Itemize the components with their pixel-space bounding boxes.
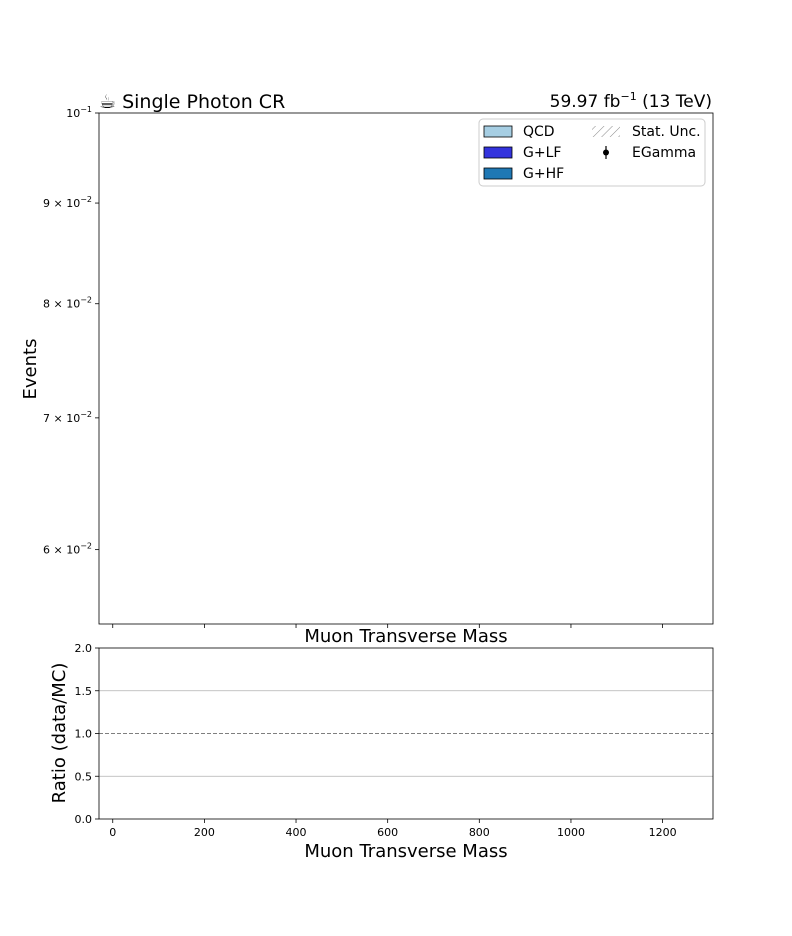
ratio-x-tick-label: 600 bbox=[377, 826, 398, 839]
main-y-ticks: 10−1 9 × 10−2 8 × 10−2 7 × 10−2 6 × 10−2 bbox=[43, 105, 99, 557]
ratio-x-ticks: 0 200 400 600 800 1000 1200 bbox=[109, 819, 677, 839]
legend-swatch-stat-unc bbox=[592, 126, 620, 137]
chart-title: ☕ Single Photon CR bbox=[99, 91, 285, 113]
ratio-x-tick-label: 1000 bbox=[557, 826, 585, 839]
ratio-panel: 0.0 0.5 1.0 1.5 2.0 0 200 400 600 800 1000 1200 Ra… bbox=[49, 642, 714, 862]
ratio-y-tick-label: 2.0 bbox=[75, 642, 93, 655]
ratio-x-tick-label: 800 bbox=[469, 826, 490, 839]
lumi-label: 59.97 fb−1 (13 TeV) bbox=[550, 90, 712, 112]
legend-label-glf: G+LF bbox=[523, 145, 561, 161]
main-x-axis-label: Muon Transverse Mass bbox=[304, 626, 507, 647]
main-y-tick-label: 9 × 10−2 bbox=[43, 195, 92, 210]
ratio-y-tick-label: 0.5 bbox=[75, 770, 93, 783]
legend: QCD G+LF G+HF Stat. Unc. EGamma bbox=[478, 118, 706, 187]
main-y-tick-label: 7 × 10−2 bbox=[43, 410, 92, 425]
ratio-x-axis-label: Muon Transverse Mass bbox=[304, 841, 507, 862]
lumi-exponent: −1 bbox=[620, 90, 636, 103]
ratio-grid bbox=[99, 690, 713, 777]
ratio-y-axis-label: Ratio (data/MC) bbox=[49, 663, 70, 804]
main-x-ticks bbox=[112, 624, 663, 628]
ratio-y-tick-label: 1.0 bbox=[75, 728, 93, 741]
main-y-axis-label: Events bbox=[20, 339, 41, 400]
lumi-energy: (13 TeV) bbox=[637, 92, 712, 112]
main-y-tick-label: 10−1 bbox=[66, 105, 92, 120]
main-y-tick-label: 8 × 10−2 bbox=[43, 296, 92, 311]
legend-swatch-qcd bbox=[483, 125, 513, 138]
legend-marker-egamma bbox=[603, 149, 609, 156]
legend-label-stat-unc: Stat. Unc. bbox=[632, 124, 701, 140]
main-plot-area bbox=[98, 112, 714, 625]
legend-label-qcd: QCD bbox=[523, 124, 555, 140]
legend-frame bbox=[478, 118, 706, 187]
ratio-x-tick-label: 200 bbox=[194, 826, 215, 839]
ratio-x-tick-label: 1200 bbox=[649, 826, 677, 839]
legend-label-egamma: EGamma bbox=[632, 145, 696, 161]
legend-label-ghf: G+HF bbox=[523, 166, 564, 182]
main-y-tick-label: 6 × 10−2 bbox=[43, 542, 92, 557]
ratio-y-tick-label: 1.5 bbox=[75, 685, 93, 698]
main-panel: 10−1 9 × 10−2 8 × 10−2 7 × 10−2 6 × 10−2 Eve… bbox=[20, 105, 714, 647]
ratio-y-tick-label: 0.0 bbox=[75, 813, 93, 826]
ratio-x-tick-label: 0 bbox=[109, 826, 116, 839]
legend-swatch-glf bbox=[483, 146, 513, 159]
ratio-y-ticks: 0.0 0.5 1.0 1.5 2.0 bbox=[75, 642, 99, 826]
legend-swatch-ghf bbox=[483, 167, 513, 180]
lumi-value: 59.97 fb bbox=[550, 92, 621, 112]
ratio-x-tick-label: 400 bbox=[286, 826, 307, 839]
